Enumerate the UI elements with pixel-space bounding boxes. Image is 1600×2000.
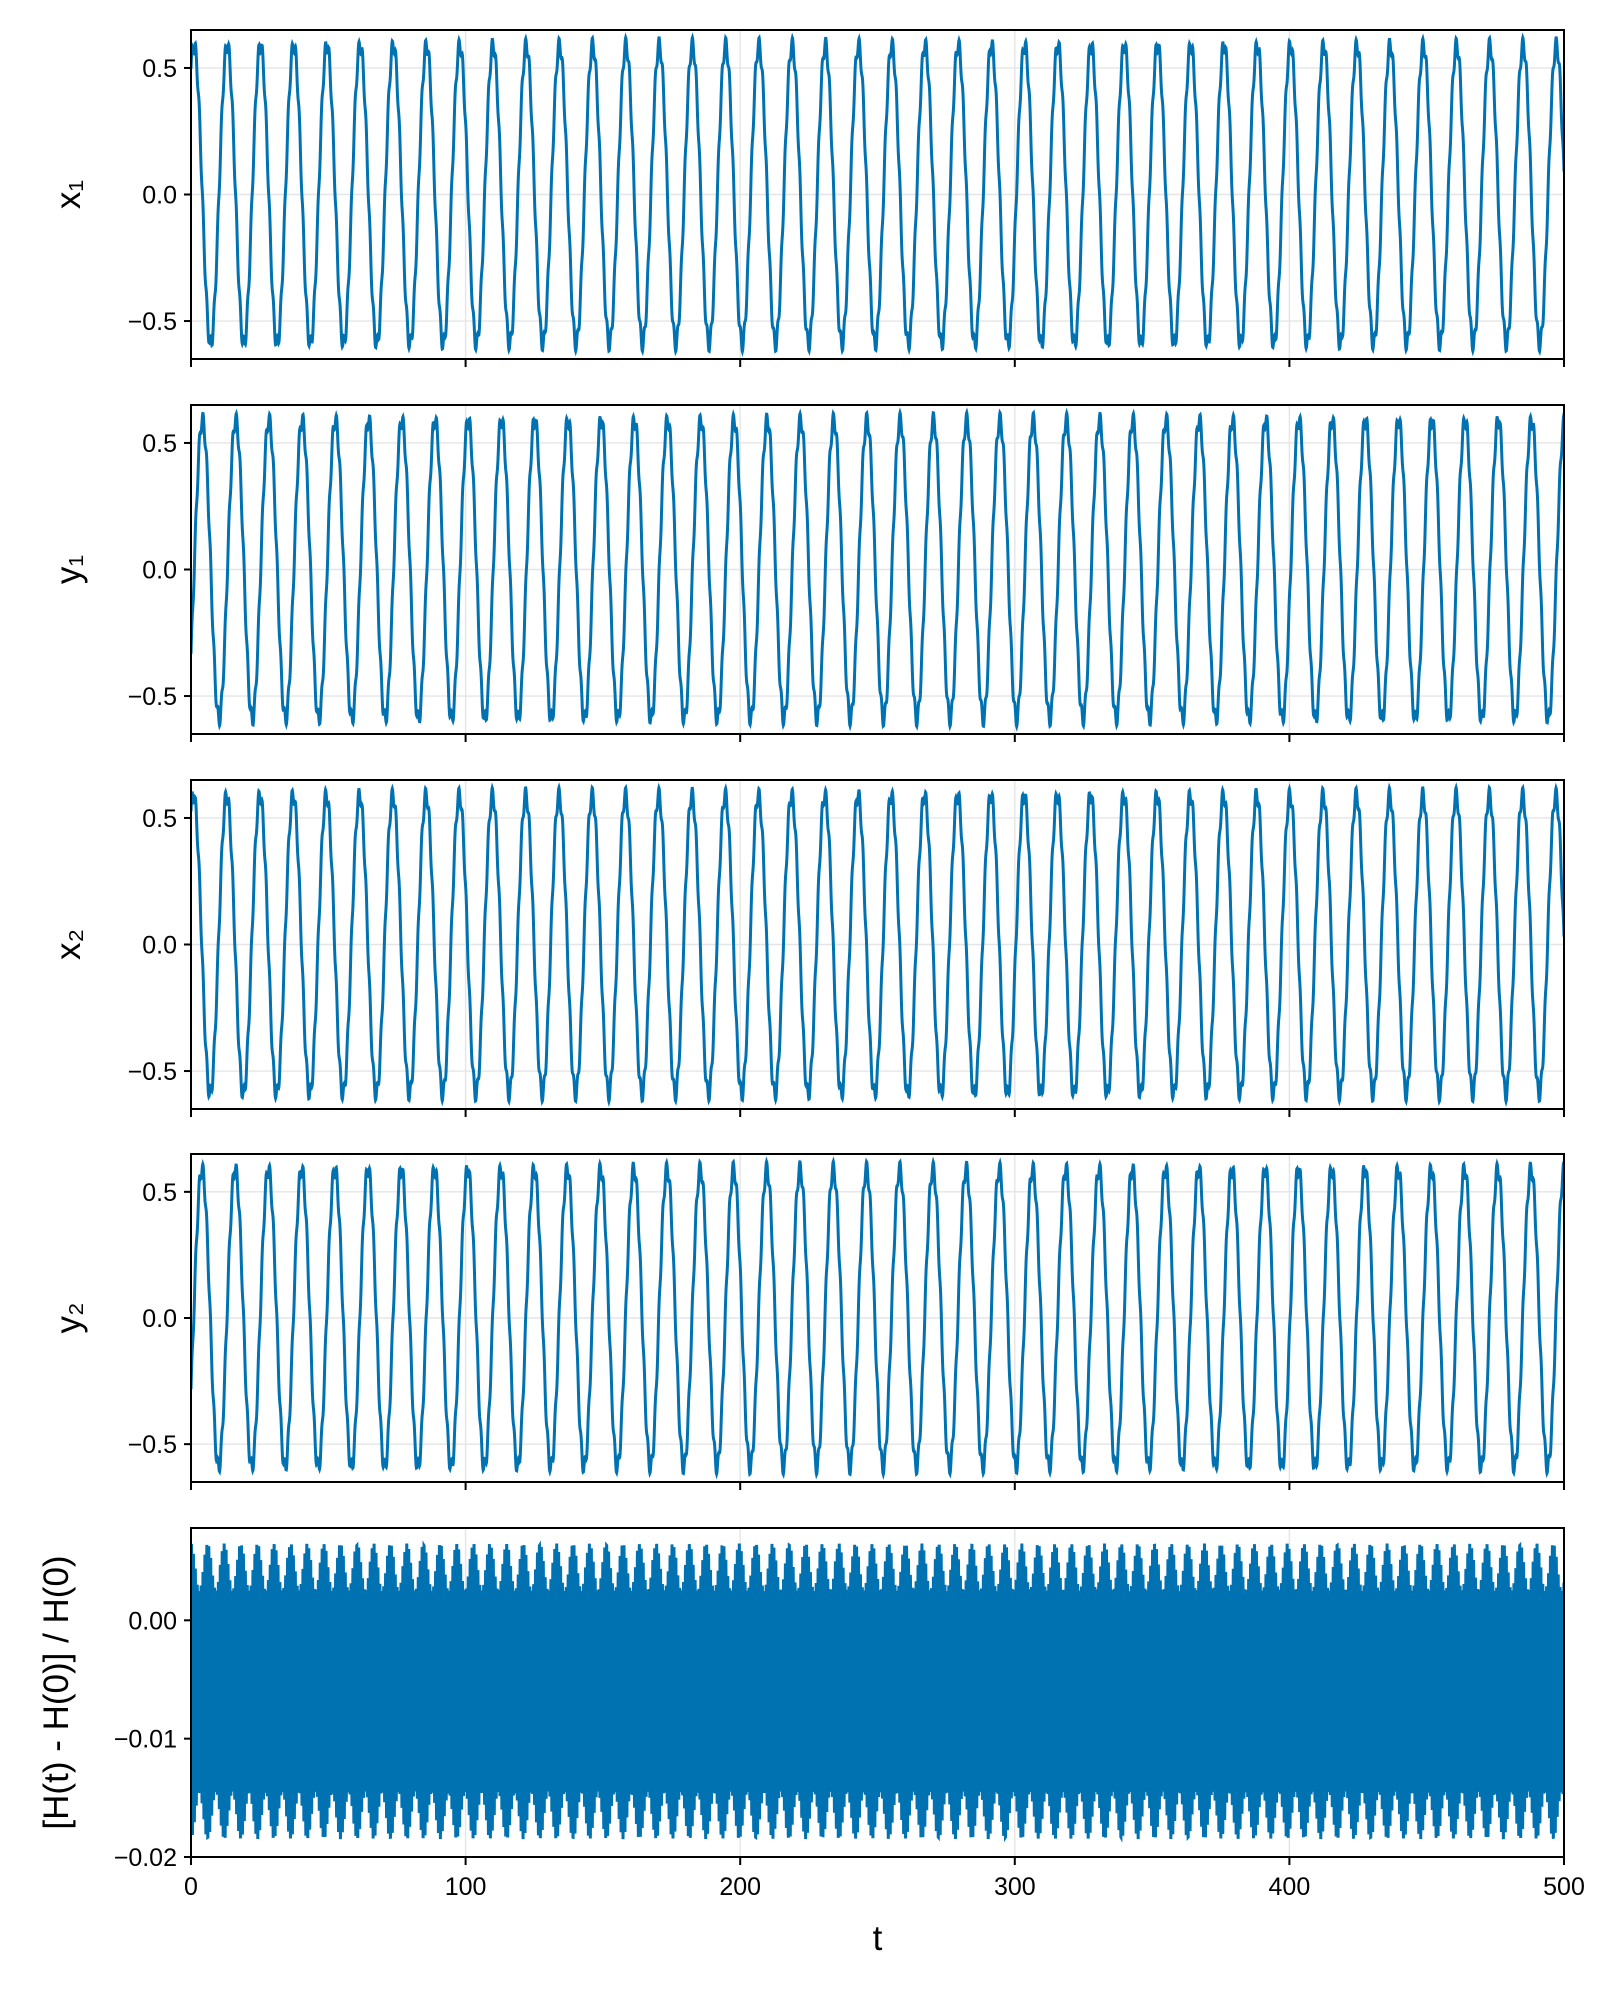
plot-frame: [190, 1527, 1565, 1858]
series-line-1: [191, 1540, 1564, 1843]
y-tick-label: 0.00: [128, 1607, 177, 1635]
y-tick-label: 0.0: [142, 182, 177, 210]
series-line-1: [191, 1156, 1564, 1481]
y-tick-label: 0.0: [142, 557, 177, 585]
y-axis-label: y₂: [49, 1302, 88, 1333]
x-tick-label: 300: [994, 1873, 1036, 1901]
y-tick-label: 0.5: [142, 55, 177, 83]
series-line-1: [191, 407, 1564, 732]
y-axis-label: x₁: [49, 180, 88, 209]
x-tick-label: 200: [719, 1873, 761, 1901]
y-tick-label: −0.02: [114, 1844, 177, 1872]
x-tick-label: 100: [445, 1873, 487, 1901]
x-tick-label: 500: [1543, 1873, 1585, 1901]
x-tick-label: 400: [1269, 1873, 1311, 1901]
panel-4: −0.5 0.0 0.5 y₂: [49, 1153, 1565, 1490]
y-tick-label: −0.01: [114, 1726, 177, 1754]
series-line-1: [191, 782, 1564, 1108]
y-axis-label: [H(t) - H(0)] / H(0): [37, 1555, 76, 1829]
x-tick-label: 0: [184, 1873, 198, 1901]
y-axis-label: y₁: [49, 555, 88, 584]
y-tick-label: 0.5: [142, 430, 177, 458]
y-axis-label: x₂: [49, 929, 88, 960]
y-tick-label: 0.0: [142, 1305, 177, 1333]
y-tick-label: −0.5: [128, 1431, 177, 1459]
y-tick-label: −0.5: [128, 683, 177, 711]
panel-2: −0.5 0.0 0.5 y₁: [49, 404, 1565, 742]
y-tick-label: −0.5: [128, 1058, 177, 1086]
x-axis-label: t: [873, 1919, 883, 1958]
y-tick-label: 0.0: [142, 932, 177, 960]
panel-3: −0.5 0.0 0.5 x₂: [49, 779, 1565, 1117]
panel-5: −0.02 −0.01 0.00 0 100 200 300 400 500 [H(t) - H(…: [37, 1527, 1585, 1958]
y-tick-label: 0.5: [142, 805, 177, 833]
series-line-1: [191, 32, 1564, 358]
panel-1: −0.5 0.0 0.5 x₁: [49, 29, 1565, 367]
y-tick-label: −0.5: [128, 308, 177, 336]
y-tick-label: 0.5: [142, 1179, 177, 1207]
